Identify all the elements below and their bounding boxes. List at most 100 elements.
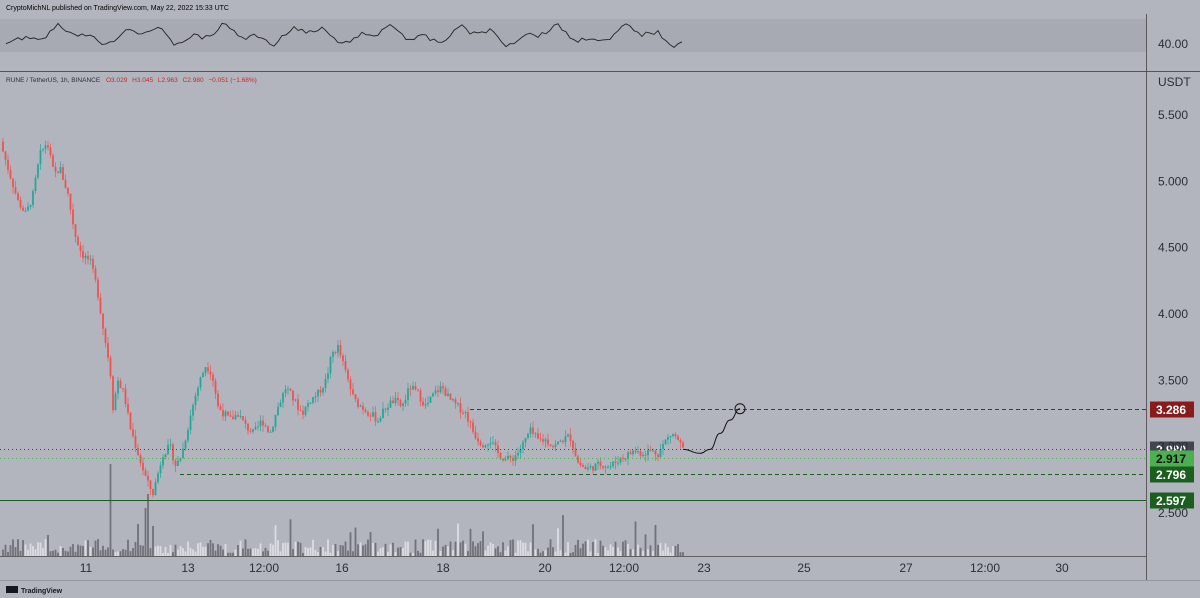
candle-body <box>164 454 167 458</box>
candle-body <box>449 393 452 400</box>
candle-body <box>544 439 547 442</box>
volume-bar <box>489 542 492 556</box>
volume-bar <box>677 544 679 556</box>
candle-body <box>62 167 64 180</box>
volume-bar <box>519 540 522 556</box>
candle-body <box>657 454 659 458</box>
volume-bar <box>469 528 472 556</box>
candle-body <box>499 452 502 459</box>
candle-body <box>307 403 309 407</box>
candle-body <box>299 409 302 411</box>
rsi-band <box>0 19 1146 52</box>
candle-body <box>109 357 112 377</box>
volume-bar <box>114 552 117 556</box>
volume-bar <box>517 540 519 556</box>
candle-body <box>272 426 274 432</box>
volume-bar <box>47 534 49 556</box>
price-axis-currency: USDT <box>1158 75 1191 89</box>
candle-body <box>292 390 294 401</box>
candle-body <box>652 450 654 452</box>
candle-body <box>442 386 444 389</box>
candle-body <box>387 407 389 410</box>
volume-bar <box>24 544 27 556</box>
candle-body <box>602 465 604 468</box>
volume-bar <box>202 546 204 556</box>
candle-body <box>37 164 39 178</box>
volume-bar <box>537 548 539 556</box>
candle-body <box>232 416 234 420</box>
volume-bar <box>439 550 442 556</box>
candle-body <box>127 404 129 413</box>
candle-body <box>234 415 237 420</box>
volume-bar <box>639 547 642 556</box>
volume-bar <box>409 552 412 556</box>
volume-bar <box>127 539 129 556</box>
candle-body <box>49 147 52 156</box>
candle-body <box>337 345 339 353</box>
volume-bar <box>347 550 349 556</box>
volume-bar <box>682 552 684 556</box>
candle-body <box>227 411 229 416</box>
volume-bar <box>132 548 134 556</box>
candle-body <box>637 451 639 453</box>
candle-body <box>222 410 224 417</box>
candle-body <box>187 429 189 441</box>
candle-body <box>617 462 619 464</box>
candle-body <box>677 436 679 441</box>
candle-body <box>474 431 477 439</box>
volume-bar <box>314 549 317 556</box>
volume-bar <box>504 550 507 556</box>
volume-bar <box>364 544 367 556</box>
volume-bar <box>174 544 177 556</box>
candle-body <box>494 442 497 446</box>
candle-body <box>284 389 287 394</box>
candle-body <box>532 427 534 434</box>
volume-bar <box>647 549 649 556</box>
volume-bar <box>349 532 352 556</box>
candle-body <box>32 190 34 205</box>
volume-bar <box>577 539 579 556</box>
candle-body <box>7 159 9 170</box>
volume-bar <box>284 542 287 556</box>
candle-body <box>194 395 197 405</box>
volume-bar <box>399 547 402 556</box>
candle-body <box>422 401 424 406</box>
volume-bar <box>562 515 564 556</box>
candle-body <box>472 422 474 432</box>
candle-body <box>287 388 289 390</box>
candle-body <box>489 443 492 445</box>
symbol-title: RUNE / TetherUS, 1h, BINANCE <box>6 77 101 84</box>
candle-body <box>247 423 249 431</box>
candle-body <box>262 420 264 426</box>
x-tick-label: 18 <box>436 561 450 575</box>
candle-body <box>77 236 79 246</box>
candle-body <box>667 437 669 440</box>
candle-body <box>434 390 437 394</box>
candle-body <box>334 352 337 354</box>
volume-bar <box>194 551 197 556</box>
volume-bar <box>277 540 279 556</box>
volume-bar <box>627 543 629 556</box>
volume-bar <box>67 551 69 556</box>
candle-body <box>447 393 449 397</box>
volume-bar <box>564 552 567 556</box>
candle-body <box>439 386 442 393</box>
volume-bar <box>367 539 369 556</box>
y-tick-label: 3.500 <box>1158 373 1188 387</box>
price-axis-ticks: 5.500 5.000 4.500 4.000 3.500 3.000 2.500 <box>1158 108 1188 520</box>
volume-bar <box>482 531 484 556</box>
volume-bar <box>229 552 232 556</box>
volume-bar <box>214 550 217 556</box>
volume-bar <box>187 541 189 556</box>
candle-body <box>409 388 412 390</box>
volume-bar <box>659 542 662 556</box>
candle-body <box>34 177 37 191</box>
candle-body <box>457 403 459 405</box>
candle-body <box>607 466 609 468</box>
candle-body <box>137 447 139 456</box>
candle-body <box>632 450 634 455</box>
candle-body <box>314 396 317 398</box>
volume-bar <box>254 548 257 556</box>
candle-body <box>322 387 324 393</box>
